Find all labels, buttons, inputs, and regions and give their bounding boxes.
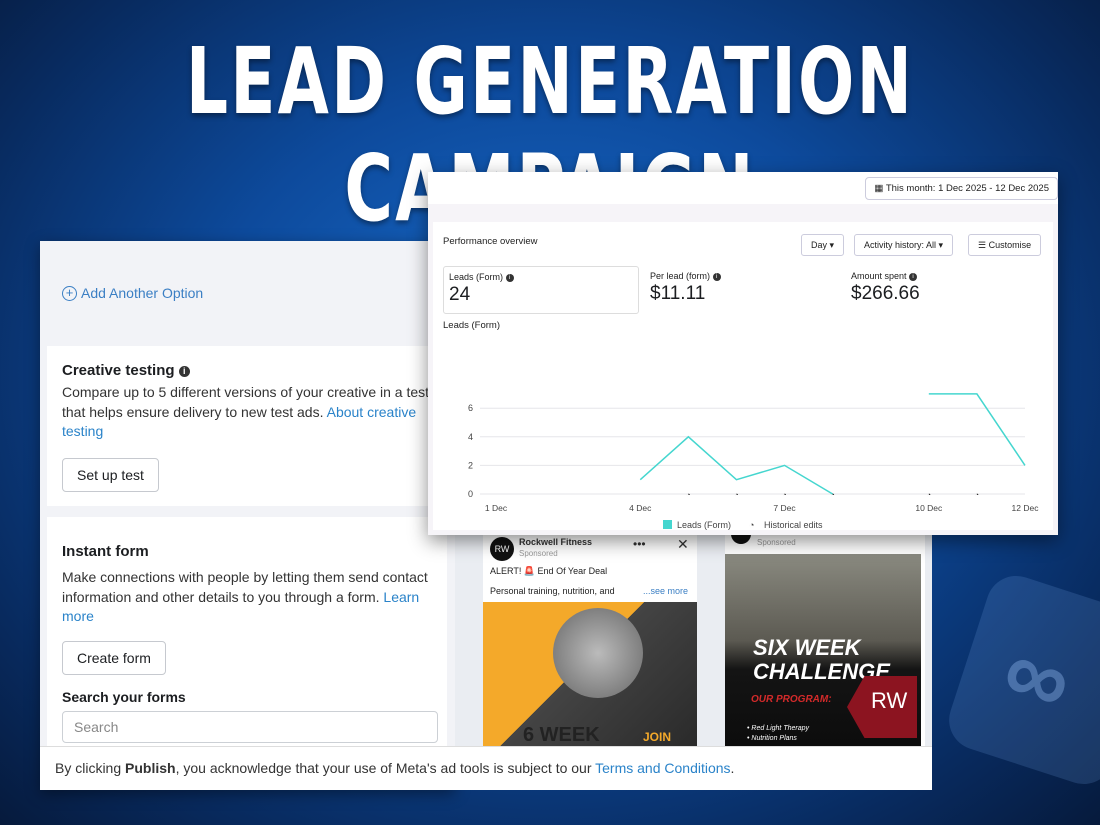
legend-label: Leads (Form) [677,520,731,530]
ad-headline: ALERT! 🚨 End Of Year Deal [490,566,608,576]
activity-history-dropdown[interactable]: Activity history: All ▾ [854,234,954,256]
instant-form-title: Instant form [62,543,149,560]
historical-edit-icon: ◔ [734,492,738,499]
historical-edit-icon: ◔ [686,492,690,499]
create-form-button[interactable]: Create form [62,640,166,675]
more-options-icon[interactable]: ••• [633,537,646,551]
page-avatar: RW [490,537,514,561]
ad-body: Personal training, nutrition, and [490,586,615,596]
performance-panel: ▦ This month: 1 Dec 2025 - 12 Dec 2025 P… [428,172,1058,535]
calendar-icon: ▦ [874,183,884,194]
join-now-text: JOIN NOW [643,730,672,746]
info-icon[interactable]: i [712,273,721,281]
chart-label: Leads (Form) [443,320,501,331]
terms-text: . [730,760,735,776]
y-tick-label: 0 [468,489,473,499]
metric-amount-spent[interactable]: Amount spent i $266.66 [846,266,925,310]
page-name: Rockwell Fitness [519,537,593,547]
ad-preview-1: RW Rockwell Fitness Sponsored ••• ✕ ALER… [483,520,697,746]
instant-form-section: Instant form Make connections with peopl… [47,517,447,790]
ad-image-title: SIX WEEK [753,635,861,660]
terms-text: By clicking [55,760,126,776]
info-icon[interactable]: i [909,273,918,281]
search-forms-label: Search your forms [62,688,186,705]
y-tick-label: 2 [468,460,473,470]
search-forms-input[interactable]: Search [62,710,438,743]
legend-label: Historical edits [764,520,823,530]
ad-image: SIX WEEK CHALLENGE OUR PROGRAM: • Red Lig… [725,554,921,746]
ad-image-text: 6 WEEK [523,724,600,746]
x-tick-label: 10 Dec [915,503,943,513]
metric-leads[interactable]: Leads (Form) i 24 [443,266,639,314]
info-icon[interactable]: i [178,366,190,377]
metric-label: Leads (Form) [449,272,504,282]
date-range-label: This month: 1 Dec 2025 - 12 Dec 2025 [885,183,1049,194]
add-another-option-link[interactable]: + Add Another Option [62,285,203,301]
historical-edit-icon: ◔ [782,492,786,499]
day-dropdown[interactable]: Day ▾ [801,234,845,256]
historical-edits-legend-icon: ◔ [749,520,754,530]
metric-value: $266.66 [851,283,920,304]
y-tick-label: 6 [468,403,473,413]
legend-swatch [663,520,672,529]
program-label: OUR PROGRAM: [751,694,832,705]
person-photo [553,608,643,698]
learn-more-link[interactable]: Learn more [62,588,420,625]
metric-label: Per lead (form) [650,271,711,281]
ad-setup-panel: + Add Another Option Creative testing i C… [40,241,455,790]
rw-logo: RW [847,676,917,738]
terms-text: , you acknowledge that your use of Meta'… [175,760,596,776]
historical-edit-icon: ◔ [975,492,979,499]
add-option-label: Add Another Option [81,285,204,301]
publish-word: Publish [125,760,176,776]
performance-title: Performance overview [443,236,538,247]
day-label: Day [811,240,828,250]
sponsored-label: Sponsored [757,538,796,547]
publish-terms-bar: By clicking Publish, you acknowledge tha… [40,746,932,790]
y-tick-label: 4 [468,432,473,442]
meta-logo-icon: ∞ [941,568,1100,792]
see-more-link[interactable]: ...see more [643,586,689,596]
metric-value: 24 [449,284,471,305]
program-bullet: Red Light Therapy [751,725,809,732]
performance-card: Performance overview Day ▾ Activity hist… [433,222,1053,530]
x-tick-label: 4 Dec [629,503,652,513]
metric-per-lead[interactable]: Per lead (form) i $11.11 [645,266,726,310]
about-creative-testing-link[interactable]: About creative testing [62,403,417,440]
set-up-test-button[interactable]: Set up test [62,457,159,492]
creative-testing-description: Compare up to 5 different versions of yo… [62,384,430,420]
program-bullet: Nutrition Plans [751,735,797,742]
sponsored-label: Sponsored [519,549,558,558]
customise-label: Customise [988,240,1032,250]
series-line [928,393,1026,466]
ad-image: 6 WEEK JOIN NOW [483,602,697,746]
customise-button[interactable]: ☰ Customise [968,234,1042,256]
customise-icon: ☰ [978,240,987,250]
historical-edit-icon: ◔ [927,492,931,499]
x-tick-label: 12 Dec [1012,503,1040,513]
x-tick-label: 7 Dec [773,503,796,513]
plus-circle-icon: + [62,285,77,301]
close-icon[interactable]: ✕ [677,536,689,552]
historical-edit-icon: ◔ [831,492,835,499]
date-range-picker[interactable]: ▦ This month: 1 Dec 2025 - 12 Dec 2025 [865,177,1058,200]
creative-testing-section: Creative testing i Compare up to 5 diffe… [47,346,447,506]
ad-previews: RW Rockwell Fitness Sponsored ••• ✕ ALER… [455,520,932,746]
series-line [639,435,834,495]
info-icon[interactable]: i [505,274,514,282]
x-tick-label: 1 Dec [485,503,508,513]
terms-and-conditions-link[interactable]: Terms and Conditions [595,760,731,776]
activity-label: Activity history: All [864,240,937,250]
leads-chart: 0 2 4 6 1 Dec 4 Dec 7 Dec 10 Dec 12 Dec ◔ ◔ ◔ ◔ ◔ ◔ Lea… [468,393,1040,530]
creative-testing-title: Creative testing [62,362,175,379]
instant-form-description: Make connections with people by letting … [62,569,428,605]
metric-label: Amount spent [851,271,907,281]
ad-preview-2: Sponsored SIX WEEK CHALLENGE OUR PROGRAM:… [725,520,925,746]
metric-value: $11.11 [650,283,706,304]
